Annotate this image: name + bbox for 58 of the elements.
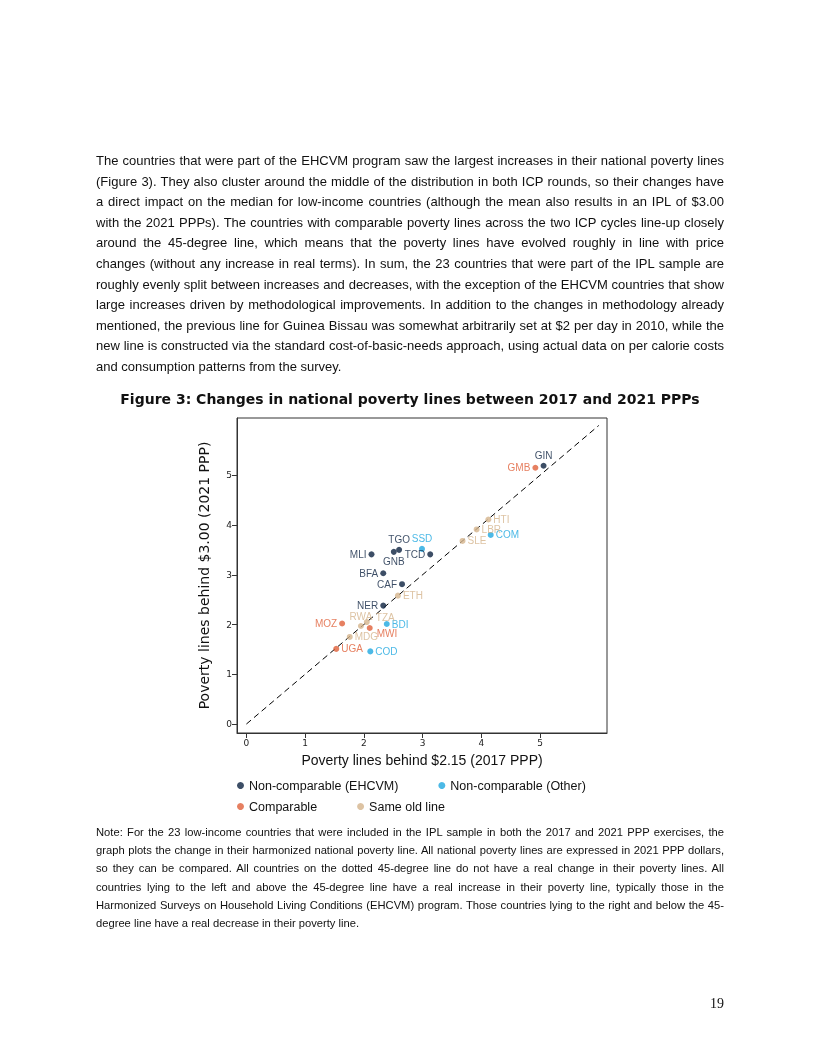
point — [366, 625, 373, 631]
data-label: MWI — [376, 627, 398, 639]
point — [333, 645, 340, 652]
point — [339, 620, 346, 627]
data-label: BFA — [359, 567, 379, 579]
point — [383, 621, 390, 628]
legend-label: Same old line — [369, 799, 445, 814]
data-label: NER — [357, 600, 379, 612]
point — [427, 551, 434, 558]
data-label: HTI — [493, 514, 510, 526]
data-label: GNB — [382, 556, 405, 568]
y-axis-title: Poverty lines behind $3.00 (2021 PPP) — [196, 441, 212, 710]
y-tick-label: 1 — [226, 669, 232, 680]
data-label: SLE — [467, 535, 487, 547]
x-tick-label: 5 — [537, 737, 543, 748]
point — [399, 581, 406, 588]
point — [532, 464, 539, 471]
point — [346, 633, 353, 640]
point — [394, 592, 401, 599]
data-label: COD — [375, 645, 398, 657]
x-tick-label: 3 — [419, 737, 426, 748]
x-axis-title: Poverty lines behind $2.15 (2017 PPP) — [301, 752, 543, 768]
point — [357, 623, 364, 630]
y-tick-label: 4 — [226, 519, 233, 530]
point — [380, 570, 387, 577]
data-label: MLI — [349, 548, 367, 560]
y-tick-label: 2 — [226, 619, 232, 630]
text: The countries that were part of the EHCVM program saw the largest increases in their national poverty lines (Figure 3). They also cluster around the middle of the distribution in both ICP rounds, so their changes have a direct impact on the median for low-income countries (although the mean also results in an IPL of $3.00 with the 2021 PPPs). The countries with comparable poverty lines across the two ICP cycles line-up closely around the 45-degree line, which means that the poverty lines have evolved roughly in line with price changes (without any increase in real terms). In sum, the 23 countries that were part of the IPL sample are roughly evenly split between increases and decreases, with the exception of the EHCVM countries that show large increases driven by methodological improvements. In addition to the changes in methodology already mentioned, the previous line for Guinea Bissau was somewhat arbitrarily set at $2 per day in 2010, while the new line is constructed via the standard cost-of-basic-needs approach, using actual data on per calorie costs and consumption patterns from the survey. — [96, 153, 724, 374]
y-tick-label: 3 — [226, 569, 232, 580]
text: Note: For the 23 low-income countries that were included in the IPL sample in both the 2017 and 2021 PPP exercises, the graph plots the change in their harmonized national poverty line. All national poverty lines are expressed in 2021 PPP dollars, so they can be compared. All countries on the dotted 45-degree line do not have a real change in their poverty lines. All countries lying to the left and above the 45-degree line have a real increase in their poverty line, typically those in the Harmonized Surveys on Household Living Conditions (EHCVM) program. Those countries lying to the right and below the 45-degree line have a real decrease in their poverty line. — [96, 825, 724, 931]
point — [380, 602, 387, 609]
data-label: MOZ — [314, 618, 338, 630]
point — [396, 546, 403, 553]
point — [367, 648, 374, 655]
legend-label: Comparable — [249, 799, 318, 814]
data-label: TGO — [388, 534, 411, 546]
point — [473, 526, 480, 533]
point — [540, 462, 547, 469]
legend-label: Non-comparable (Other) — [450, 778, 586, 793]
data-label: TCD — [404, 548, 426, 560]
x-tick-label: 1 — [302, 737, 308, 748]
y-tick-label: 5 — [226, 470, 232, 481]
x-tick-label: 2 — [360, 737, 367, 748]
point — [390, 548, 397, 555]
y-tick-label: 0 — [226, 719, 233, 730]
text: 19 — [709, 996, 724, 1012]
data-label: RWA — [349, 610, 373, 622]
data-label: CAF — [377, 578, 398, 590]
data-label: GMB — [507, 462, 531, 474]
chart-title: Figure 3: Changes in national poverty lines between 2017 and 2021 PPPs — [119, 391, 701, 407]
point — [459, 537, 466, 544]
data-label: SSD — [411, 533, 433, 545]
legend-label: Non-comparable (EHCVM) — [249, 778, 399, 793]
data-label: ETH — [402, 590, 423, 602]
x-tick-label: 0 — [243, 737, 250, 748]
x-tick-label: 4 — [478, 737, 485, 748]
data-label: GIN — [534, 450, 553, 462]
data-label: UGA — [341, 643, 364, 655]
